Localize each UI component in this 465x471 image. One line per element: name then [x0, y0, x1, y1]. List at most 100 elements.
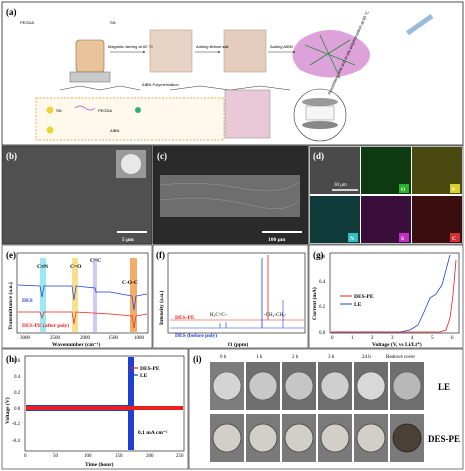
svg-text:0: 0: [331, 336, 334, 341]
svg-text:Transmittance (a.u.): Transmittance (a.u.): [7, 282, 14, 330]
pegda-label: PEGDA: [20, 20, 34, 25]
svg-text:f1 (ppm): f1 (ppm): [228, 341, 248, 348]
panel-f-label: (f): [156, 250, 165, 260]
svg-text:DES-PE (after poly): DES-PE (after poly): [22, 322, 69, 329]
le-row: [210, 362, 424, 410]
svg-text:SN: SN: [56, 108, 62, 113]
svg-text:50: 50: [53, 454, 59, 459]
stirrer: [69, 71, 111, 83]
lsv-despe: [331, 259, 457, 333]
svg-text:0.4: 0.4: [319, 280, 326, 285]
svg-text:LE: LE: [140, 373, 148, 379]
svg-text:2000: 2000: [80, 336, 91, 341]
svg-text:-0.2: -0.2: [12, 422, 20, 427]
svg-text:2: 2: [371, 336, 374, 341]
svg-text:30 μm: 30 μm: [334, 183, 347, 188]
axes-h: [24, 355, 185, 452]
panel-a-label: (a): [6, 7, 17, 17]
svg-text:DES (before poly): DES (before poly): [175, 332, 217, 339]
cross-section: [160, 175, 300, 217]
svg-text:Time (hour): Time (hour): [85, 461, 114, 468]
svg-text:DES-PE: DES-PE: [140, 366, 160, 372]
gel-cube: [224, 89, 271, 139]
svg-text:F: F: [452, 187, 456, 193]
svg-text:1: 1: [351, 336, 354, 341]
panel-h-label: (h): [6, 354, 17, 364]
lsv-le: [331, 254, 451, 333]
svg-text:3 h: 3 h: [328, 355, 335, 360]
svg-text:Current (mA): Current (mA): [311, 287, 318, 320]
svg-text:C=O: C=O: [70, 264, 82, 270]
svg-text:0.0: 0.0: [14, 407, 21, 412]
svg-text:H₂C=C-: H₂C=C-: [210, 313, 227, 318]
svg-text:C=C: C=C: [90, 258, 101, 264]
svg-text:N: N: [350, 236, 354, 242]
svg-text:PEGDA: PEGDA: [98, 108, 112, 113]
zoom-circle: [293, 88, 347, 142]
svg-text:-0.4: -0.4: [12, 439, 20, 444]
row-label-le: LE: [438, 382, 450, 392]
svg-text:0.0: 0.0: [319, 331, 326, 336]
svg-text:100: 100: [84, 454, 92, 459]
panel-c: (c) 100 μm: [152, 145, 309, 245]
panel-i: (i) 0 h 1 h 2 h 3 h 24 h Remove cover LE…: [188, 348, 464, 470]
svg-text:5 μm: 5 μm: [122, 237, 134, 243]
panel-e-label: (e): [6, 250, 16, 260]
svg-text:24 h: 24 h: [362, 355, 371, 360]
svg-text:100 μm: 100 μm: [268, 237, 286, 243]
panel-b-label: (b): [6, 151, 17, 161]
panel-a: (a) PEGDA SN Magnetic stirring at 60 °C …: [1, 1, 464, 146]
polymerization-label: AIBN Polymerization: [142, 82, 179, 87]
panel-b: (b) 5 μm: [1, 145, 153, 245]
svg-text:0.4: 0.4: [14, 375, 21, 380]
svg-text:250: 250: [176, 454, 184, 459]
svg-text:0.1 mA cm⁻²: 0.1 mA cm⁻²: [138, 430, 168, 436]
axes-e: [16, 252, 149, 334]
svg-text:1500: 1500: [108, 336, 119, 341]
svg-text:2 h: 2 h: [292, 355, 299, 360]
panel-g: (g) DES-PE LE 0 1 2 3 4 5 6 0.0 0.2 0.4 …: [308, 244, 464, 349]
beaker: [75, 39, 105, 73]
ftir-despe: [18, 311, 148, 329]
svg-text:6: 6: [451, 336, 454, 341]
svg-text:150: 150: [115, 454, 123, 459]
sn-label: SN: [110, 20, 116, 25]
svg-text:AIBN: AIBN: [110, 128, 119, 133]
li-icon: [135, 107, 141, 113]
cycling-despe: [26, 406, 183, 410]
polymer-network: [292, 30, 370, 78]
svg-text:200: 200: [146, 454, 154, 459]
svg-text:Wavenumber (cm⁻¹): Wavenumber (cm⁻¹): [52, 341, 100, 348]
coin-cell-top: [302, 98, 338, 106]
svg-text:1 h: 1 h: [256, 355, 263, 360]
svg-text:C-O-C: C-O-C: [122, 280, 138, 286]
svg-text:0.2: 0.2: [319, 305, 326, 310]
svg-text:Voltage (V, vs Li/Li⁺): Voltage (V, vs Li/Li⁺): [372, 341, 422, 348]
svg-text:3: 3: [391, 336, 394, 341]
panel-i-label: (i): [193, 354, 202, 364]
panel-f: (f) DES-PE DES (before poly) H₂C=C- -CH₂…: [152, 244, 309, 349]
svg-text:Intensity (a.u.): Intensity (a.u.): [158, 290, 165, 325]
panel-d: (d) 30 μm O F N S C: [308, 145, 464, 245]
panel-c-label: (c): [157, 151, 167, 161]
svg-text:0.2: 0.2: [14, 391, 21, 396]
ftir-des: [17, 284, 148, 311]
panel-g-label: (g): [313, 250, 324, 260]
lithium-label: Adding lithium salt: [196, 44, 229, 49]
svg-text:C: C: [452, 236, 456, 242]
svg-text:0 h: 0 h: [220, 355, 227, 360]
svg-text:-CH₂-CH₂-: -CH₂-CH₂-: [264, 313, 287, 318]
svg-text:1000: 1000: [134, 336, 145, 341]
svg-text:C≡N: C≡N: [37, 264, 48, 270]
svg-text:S: S: [401, 236, 404, 242]
sem-map: [310, 147, 360, 194]
aibn-step-label: Adding AIBN: [270, 44, 293, 49]
row-label-despe: DES-PE: [428, 434, 460, 444]
svg-text:3000: 3000: [20, 336, 31, 341]
coin-cell-bottom: [302, 121, 338, 129]
aibn-icon: [46, 126, 54, 134]
svg-text:5: 5: [431, 336, 434, 341]
svg-text:0.6: 0.6: [14, 359, 21, 364]
svg-text:DES-PE: DES-PE: [354, 294, 374, 300]
